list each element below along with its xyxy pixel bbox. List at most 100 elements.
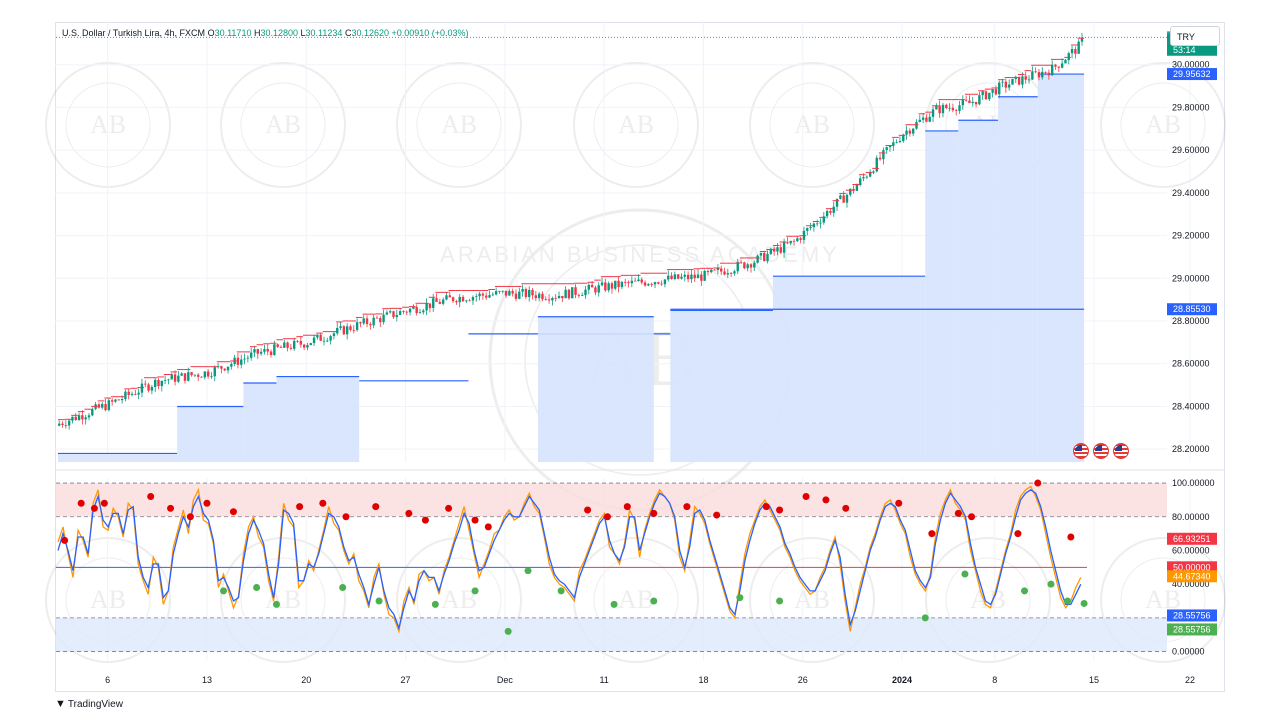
candle-body	[74, 416, 77, 420]
candle-body	[769, 248, 773, 254]
candle-body	[862, 177, 865, 179]
candle-body	[61, 423, 64, 426]
overbought-dot	[186, 513, 194, 521]
overbought-dot	[445, 504, 453, 512]
candle-body	[743, 262, 746, 269]
candle-body	[554, 297, 557, 299]
candle-body	[948, 107, 951, 109]
candle-body	[153, 379, 157, 388]
oversold-dot	[504, 627, 512, 635]
overbought-dot	[342, 513, 350, 521]
osc-badge-label: 44.67340	[1173, 571, 1211, 581]
candle-body	[266, 348, 269, 352]
candle-body	[812, 223, 816, 228]
candle-body	[888, 146, 892, 148]
candle-body	[713, 269, 716, 271]
candle-body	[147, 384, 150, 391]
candle-body	[455, 301, 458, 303]
candle-body	[749, 264, 753, 268]
symbol-title[interactable]: U.S. Dollar / Turkish Lira, 4h, FXCM	[62, 28, 206, 38]
overbought-dot	[1014, 530, 1022, 538]
overbought-dot	[683, 503, 691, 511]
watermark-seal	[749, 537, 875, 663]
candle-body	[855, 185, 859, 191]
osc-badge	[1167, 609, 1217, 622]
candle-body	[835, 198, 839, 207]
candle-body	[898, 141, 902, 143]
candle-body	[137, 392, 140, 395]
osc-badge	[1167, 623, 1217, 636]
economic-events	[1073, 443, 1129, 459]
candle-body	[269, 351, 273, 356]
us-flag-icon[interactable]	[1093, 443, 1109, 459]
candle-body	[710, 269, 713, 273]
currency-button[interactable]: TRY	[1170, 26, 1220, 46]
overbought-dot	[77, 499, 85, 507]
candle-body	[283, 342, 286, 348]
candle-body	[223, 368, 226, 371]
candle-body	[842, 195, 845, 203]
overbought-dot	[895, 499, 903, 507]
candle-body	[941, 104, 945, 114]
high-value: 30.12800	[260, 28, 299, 38]
oversold-band	[56, 617, 1167, 652]
osc-badge-label: 28.55756	[1173, 610, 1211, 620]
candle-body	[468, 300, 471, 302]
overbought-dot	[405, 509, 413, 517]
time-tick-label: 11	[599, 675, 608, 685]
candle-body	[1037, 72, 1041, 78]
candle-body	[537, 293, 541, 299]
candle-body	[508, 291, 511, 296]
candle-body	[1070, 49, 1074, 54]
candle-body	[405, 311, 408, 313]
tradingview-brand[interactable]: ▼ TradingView	[55, 698, 123, 710]
candle-body	[435, 298, 438, 302]
us-flag-icon[interactable]	[1073, 443, 1089, 459]
candle-body	[1024, 76, 1027, 80]
candle-body	[918, 119, 921, 123]
oversold-dot	[1080, 599, 1088, 607]
price-tick-label: 29.80000	[1172, 102, 1210, 112]
candle-body	[779, 247, 782, 253]
time-tick-label: 13	[202, 675, 212, 685]
overbought-dot	[296, 503, 304, 511]
candle-body	[796, 238, 799, 242]
support-band	[772, 276, 926, 462]
candle-body	[190, 372, 193, 376]
osc-badge	[1167, 570, 1217, 583]
candle-body	[438, 301, 442, 304]
candle-body	[720, 268, 723, 272]
time-tick-label: 26	[798, 675, 808, 685]
candle-body	[382, 314, 385, 323]
candle-body	[316, 334, 319, 338]
candle-body	[173, 374, 177, 382]
candle-body	[127, 391, 130, 395]
candle-body	[160, 380, 164, 387]
candle-body	[928, 116, 931, 122]
candle-body	[984, 91, 988, 100]
candle-body	[544, 299, 547, 300]
candle-body	[696, 274, 700, 279]
candle-body	[630, 280, 634, 284]
candle-body	[597, 285, 600, 293]
oversold-dot	[431, 600, 439, 608]
price-badge-label: 29.95632	[1173, 69, 1211, 79]
candle-body	[670, 275, 673, 280]
overbought-dot	[928, 530, 936, 538]
candle-body	[87, 415, 91, 418]
candle-body	[259, 351, 263, 354]
candle-body	[322, 340, 326, 342]
candle-body	[101, 403, 104, 408]
overbought-dot	[623, 503, 631, 511]
candle-body	[395, 314, 399, 318]
candle-body	[832, 206, 835, 213]
candle-body	[1067, 53, 1070, 61]
us-flag-icon[interactable]	[1113, 443, 1129, 459]
candle-body	[951, 107, 955, 111]
watermark-seal	[1100, 537, 1226, 663]
oversold-dot	[272, 600, 280, 608]
candle-body	[921, 117, 925, 120]
candle-body	[432, 298, 435, 308]
watermark-seal	[1120, 82, 1206, 168]
